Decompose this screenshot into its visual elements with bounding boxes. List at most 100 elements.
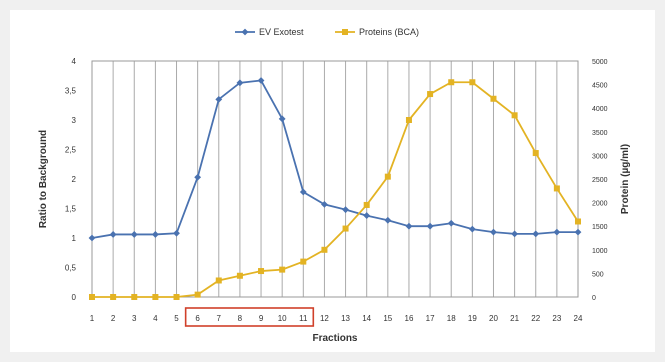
x-tick-label: 13 bbox=[341, 314, 350, 323]
left-tick-label: 0,5 bbox=[65, 264, 77, 273]
x-tick-label: 8 bbox=[238, 314, 243, 323]
x-tick-label: 22 bbox=[531, 314, 540, 323]
data-point bbox=[384, 216, 392, 224]
highlight-box bbox=[184, 307, 315, 327]
data-point bbox=[575, 218, 581, 225]
data-point bbox=[342, 225, 349, 232]
legend-marker bbox=[241, 28, 249, 36]
x-tick-label: 20 bbox=[489, 314, 498, 323]
data-point bbox=[173, 229, 180, 237]
right-tick-label: 3500 bbox=[592, 130, 608, 137]
data-point bbox=[194, 173, 202, 181]
x-tick-label: 7 bbox=[217, 314, 222, 323]
data-point bbox=[109, 231, 117, 238]
data-point bbox=[89, 294, 95, 300]
data-point bbox=[384, 173, 391, 180]
data-point bbox=[130, 231, 138, 238]
data-point bbox=[236, 272, 243, 279]
x-tick-label: 16 bbox=[405, 314, 414, 323]
x-tick-label: 6 bbox=[195, 314, 200, 323]
data-point bbox=[173, 294, 180, 300]
data-point bbox=[299, 188, 307, 196]
data-point bbox=[236, 79, 244, 87]
left-tick-label: 2,5 bbox=[65, 146, 77, 155]
data-point bbox=[300, 258, 307, 265]
data-point bbox=[447, 219, 455, 227]
x-tick-label: 3 bbox=[132, 314, 137, 323]
data-point bbox=[427, 91, 434, 98]
right-axis-label: Protein (µg/ml) bbox=[620, 144, 631, 214]
data-point bbox=[321, 246, 328, 253]
x-tick-label: 12 bbox=[320, 314, 329, 323]
data-point bbox=[511, 230, 519, 238]
legend-marker bbox=[342, 29, 348, 35]
x-tick-label: 23 bbox=[552, 314, 561, 323]
right-tick-label: 1000 bbox=[592, 248, 608, 255]
data-point bbox=[553, 228, 561, 236]
axes: 0 0,5 1 1,5 2 2,5 3 3,5 4 0 500 1000 1500 2000 2500 300… bbox=[65, 57, 608, 323]
x-tick-label: 18 bbox=[447, 314, 456, 323]
right-tick-label: 5000 bbox=[592, 59, 608, 66]
data-point bbox=[553, 185, 560, 192]
legend-label: EV Exotest bbox=[259, 27, 304, 37]
data-point bbox=[152, 294, 159, 300]
data-point bbox=[88, 234, 96, 242]
x-tick-label: 19 bbox=[468, 314, 477, 323]
data-point bbox=[448, 79, 455, 86]
data-point bbox=[405, 117, 412, 123]
data-point bbox=[110, 294, 117, 300]
left-tick-label: 4 bbox=[72, 57, 77, 66]
plot-frame bbox=[91, 60, 579, 298]
data-point bbox=[426, 222, 434, 230]
data-point bbox=[532, 230, 540, 238]
legend: EV Exotest Proteins (BCA) bbox=[235, 27, 419, 37]
data-point bbox=[574, 228, 582, 236]
chart-svg: EV Exotest Proteins (BCA) 0 0,5 1 1,5 2 2,5 3 3,… bbox=[38, 27, 631, 344]
data-point bbox=[490, 228, 497, 236]
data-point bbox=[194, 291, 201, 298]
x-tick-label: 24 bbox=[574, 314, 583, 323]
right-tick-label: 2000 bbox=[592, 201, 608, 208]
x-axis-label: Fractions bbox=[312, 333, 357, 344]
data-point bbox=[151, 231, 159, 238]
highlight-box-group bbox=[184, 307, 315, 327]
data-point bbox=[215, 277, 222, 284]
right-tick-label: 1500 bbox=[592, 224, 608, 231]
left-tick-label: 1,5 bbox=[65, 205, 77, 214]
right-tick-label: 3000 bbox=[592, 153, 608, 160]
x-tick-label: 11 bbox=[299, 314, 308, 323]
legend-label: Proteins (BCA) bbox=[359, 27, 419, 37]
x-tick-label: 9 bbox=[259, 314, 264, 323]
x-tick-label: 10 bbox=[278, 314, 287, 323]
data-point bbox=[405, 222, 413, 230]
series-line bbox=[91, 79, 578, 239]
data-point bbox=[363, 212, 371, 219]
x-tick-label: 4 bbox=[153, 314, 158, 323]
series-group bbox=[88, 77, 582, 300]
data-point bbox=[321, 200, 328, 208]
data-point bbox=[278, 115, 286, 123]
x-tick-label: 1 bbox=[90, 314, 95, 323]
left-tick-label: 1 bbox=[72, 234, 77, 243]
right-tick-label: 2500 bbox=[592, 177, 608, 184]
data-point bbox=[279, 266, 286, 273]
left-axis-label: Ratio to Background bbox=[38, 130, 49, 228]
data-point bbox=[532, 150, 539, 157]
x-tick-label: 2 bbox=[111, 314, 116, 323]
axis-labels: Fractions Ratio to Background Protein (µg/… bbox=[38, 130, 631, 344]
right-tick-label: 500 bbox=[592, 271, 604, 278]
x-tick-label: 17 bbox=[426, 314, 435, 323]
x-tick-label: 5 bbox=[174, 314, 179, 323]
data-point bbox=[511, 112, 518, 119]
x-tick-label: 14 bbox=[362, 314, 371, 323]
left-tick-label: 3,5 bbox=[65, 87, 77, 96]
left-tick-label: 2 bbox=[72, 175, 77, 184]
data-point bbox=[131, 294, 138, 300]
left-tick-label: 3 bbox=[72, 116, 77, 125]
grid bbox=[91, 61, 579, 297]
x-tick-label: 21 bbox=[510, 314, 519, 323]
data-point bbox=[215, 95, 223, 103]
data-point bbox=[363, 201, 370, 208]
left-tick-label: 0 bbox=[72, 293, 77, 302]
right-tick-label: 0 bbox=[592, 295, 596, 302]
